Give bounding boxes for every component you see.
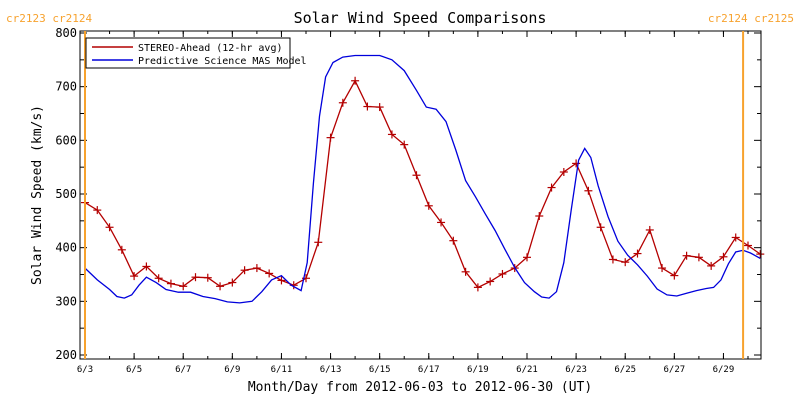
x-tick-label-6/15: 6/15 xyxy=(369,365,391,375)
x-tick-label-6/27: 6/27 xyxy=(663,365,685,375)
series-0-point-45 xyxy=(633,249,642,258)
series-0-point-24 xyxy=(375,103,384,112)
x-tick-label-6/11: 6/11 xyxy=(271,365,293,375)
series-0-point-27 xyxy=(412,171,421,180)
series-0-point-50 xyxy=(694,253,703,262)
series-0-point-54 xyxy=(744,241,752,250)
series-0-point-2 xyxy=(105,223,114,232)
series-0-point-29 xyxy=(437,218,446,227)
x-tick-label-6/25: 6/25 xyxy=(614,365,636,375)
series-0-point-11 xyxy=(216,282,225,291)
series-0-point-49 xyxy=(682,251,691,260)
legend-label-mas: Predictive Science MAS Model xyxy=(138,56,307,67)
x-tick-label-6/23: 6/23 xyxy=(565,365,587,375)
series-0-point-33 xyxy=(486,277,495,286)
series-0-point-42 xyxy=(596,223,605,232)
series-0-point-48 xyxy=(670,271,679,280)
series-0-point-3 xyxy=(117,245,126,254)
legend-box xyxy=(85,37,291,69)
x-tick-label-6/17: 6/17 xyxy=(418,365,440,375)
series-0-point-12 xyxy=(228,278,237,287)
series-0-point-23 xyxy=(363,102,372,111)
plot-frame xyxy=(79,30,762,360)
series-0-point-30 xyxy=(449,236,458,245)
y-tick-label-300: 300 xyxy=(55,294,77,308)
series-0-point-28 xyxy=(424,201,433,210)
series-0-point-32 xyxy=(473,283,482,292)
x-tick-label-6/3: 6/3 xyxy=(77,365,93,375)
x-tick-label-6/7: 6/7 xyxy=(175,365,191,375)
series-0-point-53 xyxy=(731,233,740,242)
series-0-point-21 xyxy=(338,98,347,107)
series-0-point-10 xyxy=(203,273,212,282)
series-0-point-41 xyxy=(584,186,593,195)
y-tick-label-500: 500 xyxy=(55,187,77,201)
x-tick-label-6/21: 6/21 xyxy=(516,365,538,375)
series-0-point-5 xyxy=(142,262,151,271)
series-0-point-55 xyxy=(756,250,765,259)
x-tick-label-6/13: 6/13 xyxy=(320,365,342,375)
series-0-point-13 xyxy=(240,266,249,275)
series-0-point-9 xyxy=(191,273,200,282)
series-0-point-46 xyxy=(645,225,654,234)
series-0-point-20 xyxy=(326,133,335,142)
series-0-point-26 xyxy=(400,140,409,149)
series-0-point-44 xyxy=(621,258,630,267)
series-0-point-43 xyxy=(608,255,617,264)
series-0-point-16 xyxy=(277,276,286,285)
x-tick-label-6/29: 6/29 xyxy=(713,365,735,375)
series-0-point-52 xyxy=(719,252,728,261)
series-0-point-34 xyxy=(498,269,507,278)
series-0-point-22 xyxy=(351,76,360,85)
x-axis-label: Month/Day from 2012-06-03 to 2012-06-30 … xyxy=(248,380,592,395)
rotation-marker-label-1: cr2124 cr2125 xyxy=(708,12,794,25)
legend-label-stereo: STEREO-Ahead (12-hr avg) xyxy=(138,43,283,54)
legend: STEREO-Ahead (12-hr avg) Predictive Scie… xyxy=(85,37,307,69)
series-0-point-19 xyxy=(314,238,323,247)
series-0-point-8 xyxy=(179,282,188,291)
chart-title: Solar Wind Speed Comparisons xyxy=(294,9,547,27)
y-tick-label-700: 700 xyxy=(55,80,77,94)
x-tick-label-6/5: 6/5 xyxy=(126,365,142,375)
y-axis-label: Solar Wind Speed (km/s) xyxy=(30,105,45,285)
series-0-point-7 xyxy=(166,279,175,288)
rotation-marker-label-0: cr2123 cr2124 xyxy=(6,12,92,25)
series-0-point-1 xyxy=(93,206,102,215)
series-0-point-6 xyxy=(154,274,163,283)
series-0-point-37 xyxy=(535,212,544,221)
series-0-point-4 xyxy=(130,272,139,281)
y-tick-label-400: 400 xyxy=(55,241,77,255)
series-0-point-47 xyxy=(658,264,667,273)
series-line-1 xyxy=(84,54,761,304)
y-tick-label-600: 600 xyxy=(55,133,77,147)
x-tick-label-6/19: 6/19 xyxy=(467,365,489,375)
y-tick-label-200: 200 xyxy=(55,348,77,362)
x-tick-label-6/9: 6/9 xyxy=(224,365,240,375)
series-0-point-25 xyxy=(387,130,396,139)
series-0-point-31 xyxy=(461,267,470,276)
series-0-point-38 xyxy=(547,183,556,192)
series-0-point-14 xyxy=(252,264,261,273)
series-0-point-51 xyxy=(707,261,716,270)
y-tick-label-800: 800 xyxy=(55,26,77,40)
series-0-point-15 xyxy=(265,269,274,278)
series-0-point-39 xyxy=(559,167,568,176)
series-0-point-36 xyxy=(523,253,531,262)
series-line-0 xyxy=(84,79,761,289)
